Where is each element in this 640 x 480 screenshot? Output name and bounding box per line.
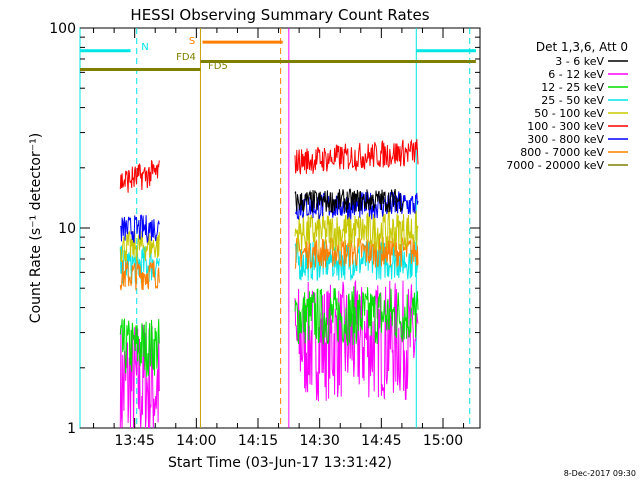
flags-group: N S FD4 FD5 xyxy=(80,36,476,72)
series-trace-100-300- xyxy=(119,160,160,193)
x-tick-label-1430: 14:30 xyxy=(299,433,339,449)
series-trace-3-6- xyxy=(294,188,405,214)
chart-title: HESSI Observing Summary Count Rates xyxy=(130,6,429,24)
series-trace-300-800- xyxy=(294,191,419,220)
y-axis-label: Count Rate (s⁻¹ detector⁻¹) xyxy=(28,133,44,323)
legend-label: 3 - 6 keV xyxy=(555,55,604,68)
x-tick-label-1500: 15:00 xyxy=(423,433,463,449)
x-tick-label-1345: 13:45 xyxy=(114,433,154,449)
series-trace-12-25- xyxy=(294,286,419,346)
flag-label-s: S xyxy=(189,36,195,47)
legend-label: 100 - 300 keV xyxy=(527,120,604,133)
series-trace-100-300- xyxy=(294,138,419,175)
legend-label: 6 - 12 keV xyxy=(548,68,604,81)
legend-label: 7000 - 20000 keV xyxy=(506,159,604,172)
series-trace-50-100- xyxy=(119,230,160,263)
legend-label: 12 - 25 keV xyxy=(541,81,604,94)
flag-label-fd5: FD5 xyxy=(208,61,228,72)
series-trace-6-12- xyxy=(119,324,160,429)
y-axis: 1 10 100 xyxy=(49,21,480,437)
flag-label-n: N xyxy=(141,42,148,53)
y-tick-label-10: 10 xyxy=(58,221,76,237)
series-trace-12-25- xyxy=(119,317,160,377)
series-group xyxy=(119,138,419,429)
series-trace-800-7000- xyxy=(119,259,160,291)
legend-label: 800 - 7000 keV xyxy=(520,146,604,159)
y-tick-label-100: 100 xyxy=(49,21,76,37)
x-tick-label-1445: 14:45 xyxy=(361,433,401,449)
series-trace-800-7000- xyxy=(294,235,419,270)
legend-label: 25 - 50 keV xyxy=(541,94,604,107)
legend-label: 300 - 800 keV xyxy=(527,133,604,146)
x-axis: 13:45 14:00 14:15 14:30 14:45 15:00 xyxy=(93,28,465,449)
x-tick-label-1415: 14:15 xyxy=(238,433,278,449)
series-trace-50-100- xyxy=(294,210,419,253)
legend-title: Det 1,3,6, Att 0 xyxy=(536,40,628,54)
flag-label-fd4: FD4 xyxy=(176,52,196,63)
series-trace-300-800- xyxy=(119,214,160,244)
legend-label: 50 - 100 keV xyxy=(534,107,604,120)
date-stamp: 8-Dec-2017 09:30 xyxy=(564,469,636,478)
x-tick-label-1400: 14:00 xyxy=(176,433,216,449)
x-axis-label: Start Time (03-Jun-17 13:31:42) xyxy=(168,455,392,471)
y-tick-label-1: 1 xyxy=(67,421,76,437)
